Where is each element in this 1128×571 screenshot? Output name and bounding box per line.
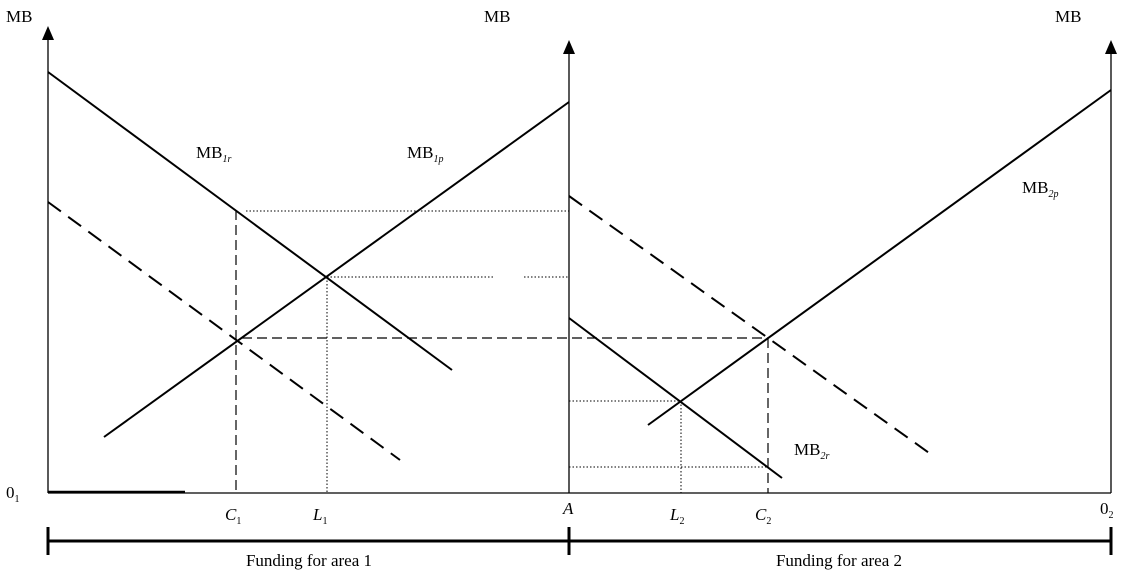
tick-c2: C2: [755, 505, 771, 527]
mb2p-line: [647, 89, 1112, 426]
right-y-axis-label: MB: [1055, 7, 1081, 26]
tick-c1: C1: [225, 505, 241, 527]
tick-l1: L1: [312, 505, 327, 527]
mb2p-label: MB2p: [1022, 178, 1058, 200]
middle-y-axis-arrow-icon: [563, 40, 575, 54]
right-y-axis-arrow-icon: [1105, 40, 1117, 54]
left-y-axis-arrow-icon: [42, 26, 54, 40]
mb1r-shifted-dashed-line: [47, 201, 401, 461]
funding-area-1-label: Funding for area 1: [246, 551, 372, 570]
mb1r-label: MB1r: [196, 143, 231, 165]
funding-area-2-label: Funding for area 2: [776, 551, 902, 570]
origin-right-label: 02: [1100, 499, 1114, 521]
mb2r-shifted-dashed-line: [568, 195, 933, 456]
mb2r-label: MB2r: [794, 440, 829, 462]
mb1p-label: MB1p: [407, 143, 443, 165]
mb1p-line: [103, 101, 570, 438]
middle-y-axis-label: MB: [484, 7, 510, 26]
mb2r-line: [568, 317, 783, 479]
origin-left-label: 01: [6, 483, 20, 505]
point-a-label: A: [562, 499, 574, 518]
mb1r-line: [47, 71, 453, 371]
tick-l2: L2: [669, 505, 684, 527]
left-y-axis-label: MB: [6, 7, 32, 26]
